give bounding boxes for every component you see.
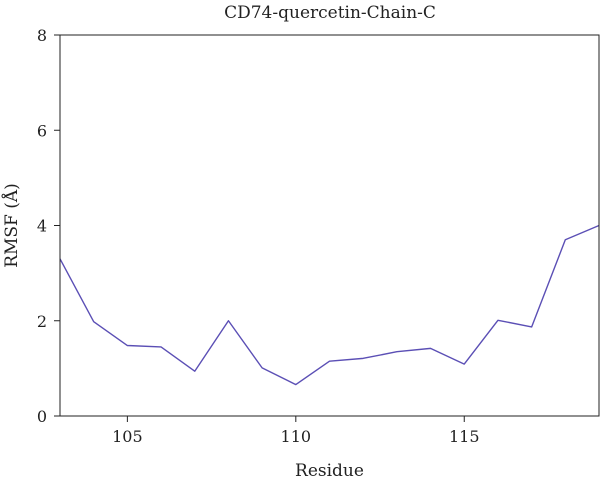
plot-area: 105 110 115 0 2 4 6 8 bbox=[37, 26, 600, 446]
x-axis-ticks: 105 110 115 bbox=[112, 416, 480, 446]
series-line-0 bbox=[59, 224, 600, 386]
x-tick-label: 105 bbox=[112, 427, 143, 446]
y-tick-label: 8 bbox=[37, 26, 47, 45]
x-tick-label: 110 bbox=[281, 427, 312, 446]
y-tick-label: 6 bbox=[37, 121, 47, 140]
series-layer bbox=[59, 224, 600, 386]
x-tick-label: 115 bbox=[449, 427, 480, 446]
x-axis-label: Residue bbox=[295, 461, 364, 480]
y-axis-label: RMSF (Å) bbox=[1, 183, 22, 268]
plot-frame bbox=[59, 34, 600, 417]
y-tick-label: 4 bbox=[37, 217, 47, 236]
y-tick-label: 2 bbox=[37, 312, 47, 331]
y-tick-label: 0 bbox=[37, 407, 47, 426]
chart-title: CD74-quercetin-Chain-C bbox=[224, 3, 436, 23]
y-axis-ticks: 0 2 4 6 8 bbox=[37, 26, 60, 426]
